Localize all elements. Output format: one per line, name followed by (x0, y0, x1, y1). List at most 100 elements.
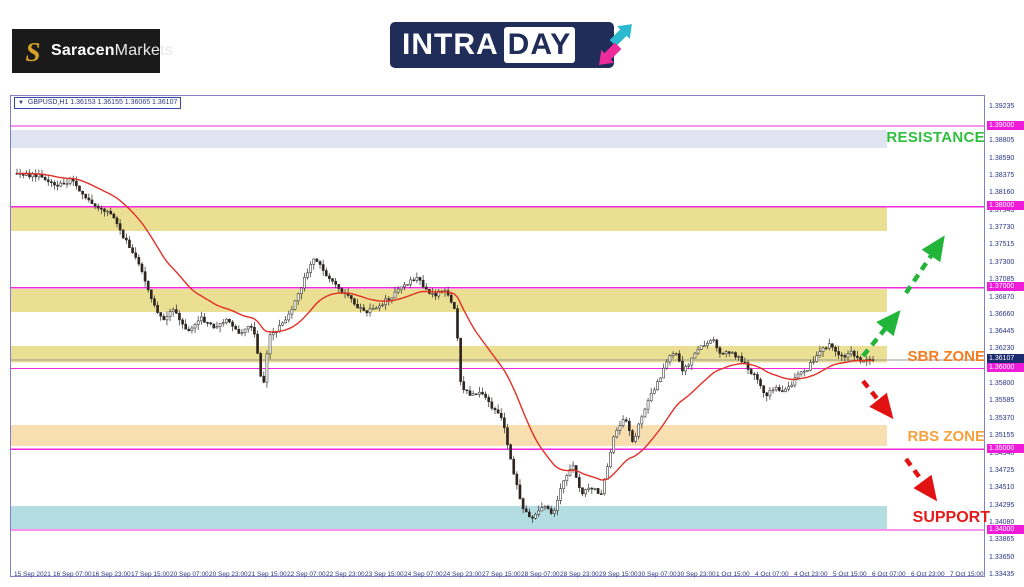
candle-down (184, 323, 188, 330)
time-tick: 7 Oct 15:00 (950, 571, 984, 578)
time-tick: 15 Sep 2021 (14, 571, 51, 578)
candle-up (593, 488, 597, 490)
candle-down (81, 190, 84, 195)
candle-down (840, 354, 844, 357)
resistance-label: RESISTANCE (886, 129, 985, 146)
candle-down (749, 369, 753, 375)
candle-down (137, 257, 141, 265)
candle-down (162, 315, 166, 321)
candle-up (587, 487, 591, 490)
candle-down (418, 277, 422, 281)
candle-up (437, 290, 441, 297)
candle-up (68, 178, 72, 184)
candle-up (621, 419, 625, 426)
candle-down (181, 319, 184, 325)
bearish-projection-arrow (904, 457, 938, 502)
price-tick: 1.38160 (989, 189, 1015, 197)
candle-up (374, 307, 378, 310)
dropdown-caret-icon[interactable]: ▼ (18, 100, 24, 106)
candle-up (190, 327, 194, 332)
time-tick: 24 Sep 07:00 (404, 571, 443, 578)
time-tick: 24 Sep 23:00 (443, 571, 482, 578)
candle-up (218, 322, 222, 328)
candle-down (531, 516, 534, 519)
candle-up (724, 351, 728, 355)
candle-up (556, 500, 559, 511)
candle-up (662, 367, 666, 379)
price-tick: 1.37300 (989, 258, 1015, 266)
symbol-dropdown[interactable]: ▼ GBPUSD,H1 1.36153 1.36155 1.36065 1.36… (14, 97, 182, 109)
candle-down (590, 487, 594, 490)
candle-up (396, 288, 400, 293)
time-tick: 6 Oct 07:00 (872, 571, 906, 578)
candle-up (787, 386, 790, 390)
candle-up (265, 353, 269, 383)
candle-down (509, 444, 512, 460)
candle-up (559, 488, 562, 501)
candle-up (568, 469, 572, 476)
candle-up (712, 339, 715, 342)
price-tick: 1.36870 (989, 293, 1015, 301)
level-price-label: 1.39000 (987, 120, 1024, 130)
candle-up (693, 352, 697, 359)
price-tick: 1.35585 (989, 397, 1015, 405)
level-price-label: 1.37000 (987, 282, 1024, 292)
zone-band-resistance (11, 130, 887, 148)
candle-down (434, 293, 437, 297)
candle-up (359, 307, 362, 309)
candle-up (293, 300, 297, 310)
candle-up (849, 350, 853, 355)
price-tick: 1.33865 (989, 536, 1015, 544)
candle-up (565, 475, 569, 482)
candle-up (299, 287, 303, 295)
candle-down (140, 263, 144, 272)
candle-down (134, 252, 138, 258)
candle-up (821, 347, 825, 352)
candle-down (468, 390, 472, 396)
candle-up (409, 279, 412, 285)
zone-band-support (11, 505, 887, 530)
candle-up (774, 387, 778, 391)
price-tick: 1.34510 (989, 484, 1015, 492)
candle-down (481, 391, 484, 395)
candle-down (206, 322, 209, 324)
candle-down (253, 327, 256, 335)
price-tick: 1.34295 (989, 501, 1015, 509)
candle-up (199, 316, 203, 322)
candle-up (674, 353, 678, 355)
candle-down (159, 312, 163, 317)
candle-up (553, 510, 556, 514)
level-price-label: 1.38000 (987, 201, 1024, 211)
candle-up (309, 264, 312, 274)
bullish-projection-arrow (904, 235, 945, 295)
intraday-logo: INTRA DAY (390, 22, 632, 68)
candle-up (637, 423, 641, 437)
candle-down (631, 430, 634, 442)
symbol-ohlc-readout: GBPUSD,H1 1.36153 1.36155 1.36065 1.3610… (27, 99, 178, 106)
candle-up (731, 352, 734, 354)
candle-up (696, 349, 700, 354)
candle-down (334, 280, 337, 285)
candle-down (759, 379, 762, 387)
candle-up (562, 480, 566, 489)
candle-down (75, 180, 78, 187)
candle-down (337, 284, 341, 289)
candle-down (727, 351, 731, 354)
candle-up (268, 334, 272, 355)
candle-up (706, 343, 709, 346)
candle-down (234, 326, 238, 330)
candle-down (453, 301, 456, 309)
candle-down (734, 352, 737, 358)
candle-down (118, 223, 122, 231)
candle-up (571, 465, 575, 470)
candle-up (406, 284, 409, 286)
candle-down (462, 381, 466, 391)
candle-up (399, 286, 403, 290)
candle-down (581, 487, 584, 495)
candle-up (809, 362, 812, 371)
candle-down (624, 419, 628, 422)
candle-down (412, 279, 416, 282)
price-tick: 1.33650 (989, 553, 1015, 561)
candle-up (59, 182, 63, 187)
